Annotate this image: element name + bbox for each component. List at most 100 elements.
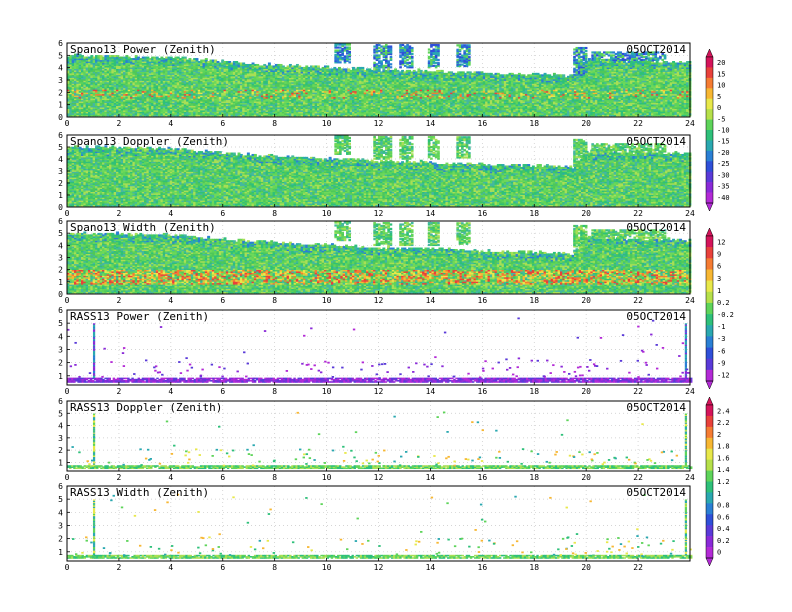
x-tick-label: 0 — [65, 473, 70, 482]
x-tick-label: 10 — [322, 296, 332, 305]
colorbar-segment — [706, 109, 713, 120]
x-tick-label: 6 — [220, 209, 225, 218]
colorbar-label: 1 — [717, 287, 721, 295]
x-tick-label: 4 — [168, 473, 173, 482]
panel-date: 05OCT2014 — [626, 310, 686, 323]
x-tick-label: 8 — [272, 296, 277, 305]
colorbar-label: 0.6 — [717, 513, 730, 521]
colorbar-label: -12 — [717, 371, 730, 379]
colorbar-label: -0.2 — [717, 311, 734, 319]
colorbar-segment — [706, 503, 713, 514]
x-tick-label: 12 — [374, 387, 384, 396]
y-tick-label: 4 — [58, 155, 63, 164]
x-tick-label: 4 — [168, 296, 173, 305]
colorbar-segment — [706, 460, 713, 471]
y-tick-label: 3 — [58, 345, 63, 354]
colorbar-segment — [706, 269, 713, 280]
y-tick-label: 3 — [58, 434, 63, 443]
x-tick-label: 16 — [478, 209, 488, 218]
x-tick-label: 22 — [633, 209, 643, 218]
colorbar-segment — [706, 130, 713, 141]
colorbar-segment — [706, 99, 713, 110]
y-tick-label: 3 — [58, 521, 63, 530]
colorbar-segment — [706, 303, 713, 314]
panel-date: 05OCT2014 — [626, 221, 686, 234]
panel-date: 05OCT2014 — [626, 486, 686, 499]
y-tick-label: 5 — [58, 319, 63, 328]
y-tick-label: 5 — [58, 495, 63, 504]
x-tick-label: 6 — [220, 387, 225, 396]
panel-title: RASS13 Doppler (Zenith) — [70, 401, 222, 414]
colorbar-label: 10 — [717, 82, 725, 90]
x-tick-label: 0 — [65, 387, 70, 396]
y-tick-label: 6 — [58, 306, 63, 315]
x-tick-label: 22 — [633, 563, 643, 572]
x-tick-label: 6 — [220, 119, 225, 128]
colorbar-label: -20 — [717, 149, 730, 157]
colorbar-segment — [706, 359, 713, 370]
x-tick-label: 6 — [220, 563, 225, 572]
y-tick-label: 5 — [58, 143, 63, 152]
y-tick-label: 2 — [58, 179, 63, 188]
x-tick-label: 4 — [168, 387, 173, 396]
colorbar-label: 2.2 — [717, 419, 730, 427]
colorbar-segment — [706, 427, 713, 438]
x-tick-label: 18 — [529, 473, 539, 482]
colorbar-label: -9 — [717, 359, 725, 367]
x-tick-label: 14 — [426, 473, 436, 482]
colorbar-segment — [706, 292, 713, 303]
y-tick-label: 4 — [58, 508, 63, 517]
colorbar-label: -5 — [717, 115, 725, 123]
x-tick-label: 2 — [117, 387, 122, 396]
x-tick-label: 12 — [374, 473, 384, 482]
x-tick-label: 22 — [633, 296, 643, 305]
x-tick-label: 24 — [685, 387, 695, 396]
y-tick-label: 1 — [58, 101, 63, 110]
colorbar-segment — [706, 514, 713, 525]
colorbar-segment — [706, 348, 713, 359]
x-tick-label: 12 — [374, 119, 384, 128]
y-tick-label: 2 — [58, 88, 63, 97]
x-tick-label: 0 — [65, 119, 70, 128]
x-tick-label: 22 — [633, 473, 643, 482]
colorbar-segment — [706, 449, 713, 460]
colorbar-segment — [706, 161, 713, 172]
colorbar-segment — [706, 140, 713, 151]
x-tick-label: 24 — [685, 296, 695, 305]
x-tick-label: 0 — [65, 209, 70, 218]
x-tick-label: 14 — [426, 563, 436, 572]
x-tick-label: 0 — [65, 563, 70, 572]
y-tick-label: 5 — [58, 409, 63, 418]
colorbar-segment — [706, 78, 713, 89]
colorbar-label: -25 — [717, 160, 730, 168]
colorbar-segment — [706, 325, 713, 336]
colorbar-segment — [706, 492, 713, 503]
colorbar-label: 1 — [717, 490, 721, 498]
x-tick-label: 8 — [272, 563, 277, 572]
colorbar-segment — [706, 536, 713, 547]
colorbar-label: 2 — [717, 431, 721, 439]
y-tick-label: 2 — [58, 446, 63, 455]
colorbar-segment — [706, 67, 713, 78]
panel-title: RASS13 Power (Zenith) — [70, 310, 209, 323]
x-tick-label: 20 — [581, 296, 591, 305]
y-tick-label: 5 — [58, 229, 63, 238]
colorbar-segment — [706, 57, 713, 68]
colorbar-label: 1.2 — [717, 478, 730, 486]
colorbar-label: 0 — [717, 549, 721, 557]
y-tick-label: 0 — [58, 203, 63, 212]
y-tick-label: 0 — [58, 290, 63, 299]
colorbar-segment — [706, 482, 713, 493]
x-tick-label: 2 — [117, 473, 122, 482]
colorbar-segment — [706, 258, 713, 269]
x-tick-label: 16 — [478, 119, 488, 128]
colorbar-label: 0 — [717, 104, 721, 112]
x-tick-label: 8 — [272, 387, 277, 396]
colorbar-segment — [706, 471, 713, 482]
x-tick-label: 20 — [581, 563, 591, 572]
colorbar-label: 1.6 — [717, 454, 730, 462]
colorbar-segment — [706, 281, 713, 292]
